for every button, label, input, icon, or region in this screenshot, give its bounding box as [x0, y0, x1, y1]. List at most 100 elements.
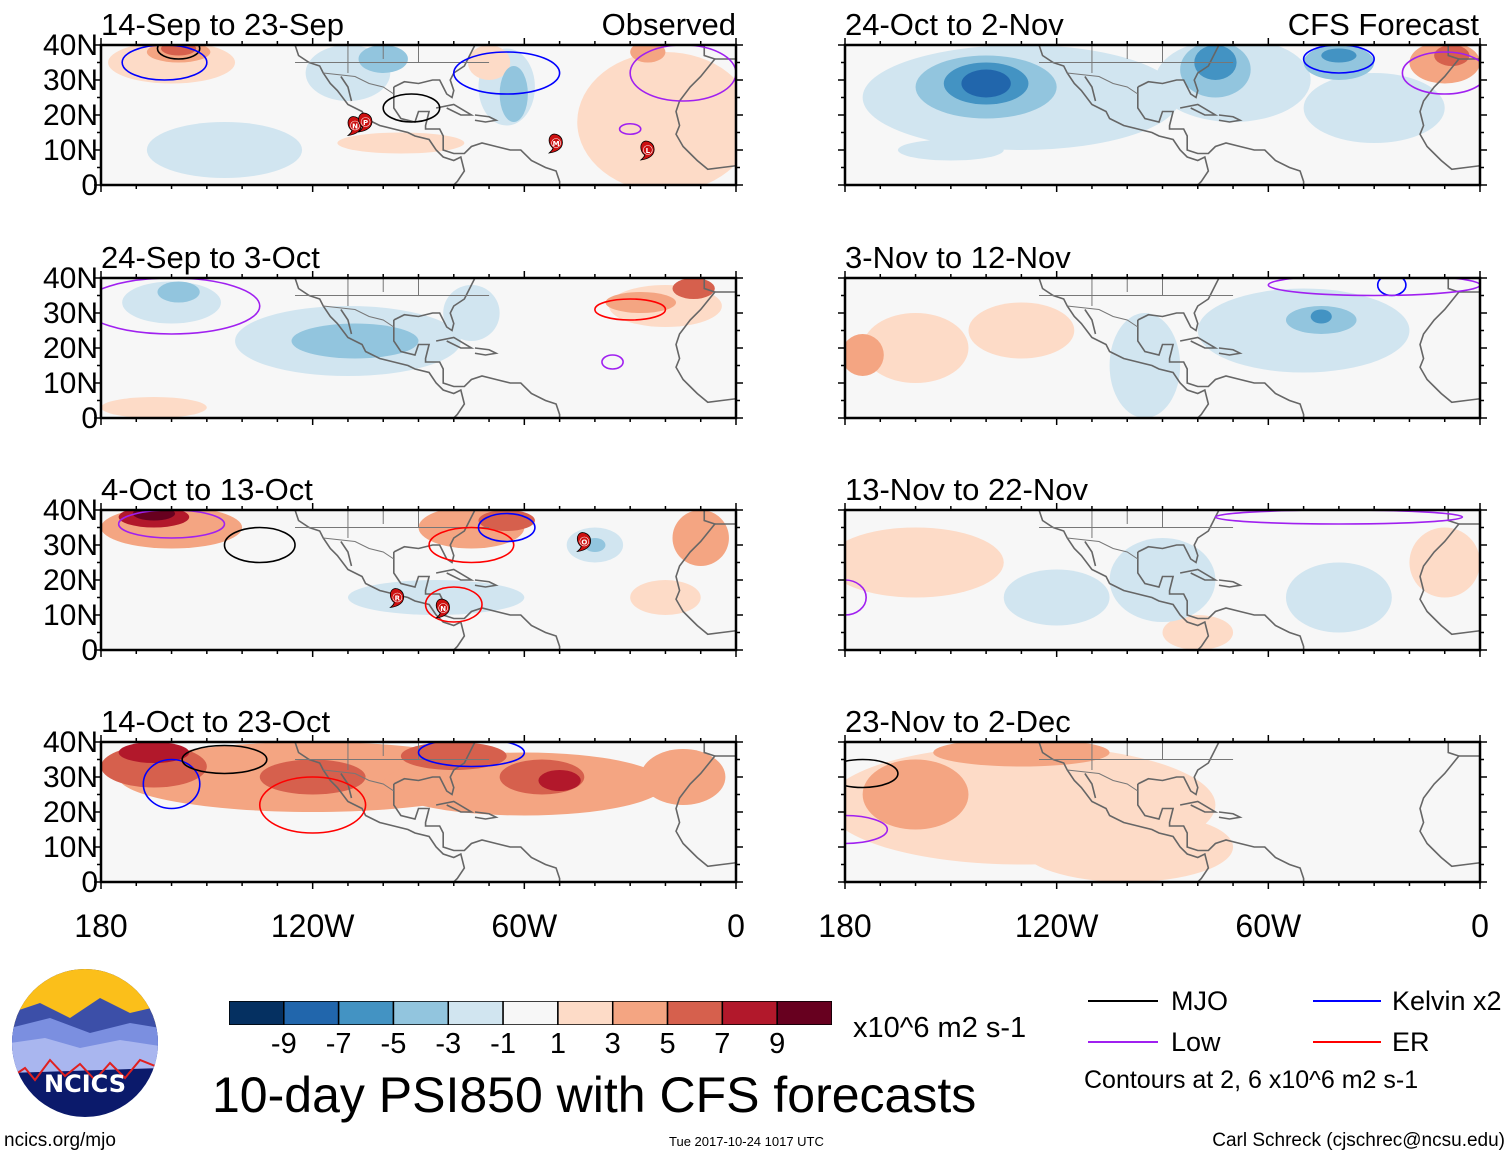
anomaly-shading — [443, 285, 500, 341]
coastline — [1179, 568, 1219, 581]
anomaly-shading — [118, 742, 190, 763]
contour-low — [1267, 278, 1480, 297]
contour-mjo — [845, 758, 899, 789]
coastline — [474, 114, 499, 123]
tropical-cyclone-icon: L — [639, 140, 655, 161]
lat-label: 0 — [81, 402, 98, 435]
ncics-logo: NCICS — [12, 969, 158, 1117]
coastline — [1458, 742, 1480, 757]
colorbar-swatch — [447, 1001, 504, 1025]
coastline — [714, 742, 736, 757]
contour-er — [424, 586, 483, 623]
contour-kelvin — [477, 512, 536, 543]
contour-er — [594, 298, 667, 321]
lat-label: 40N — [42, 29, 98, 62]
coastline — [1137, 278, 1220, 332]
coastline — [1137, 552, 1305, 650]
lat-label: 30N — [42, 64, 98, 97]
map-panel-3: R N O — [94, 503, 743, 657]
coastline — [474, 347, 499, 356]
legend-label-mjo: MJO — [1171, 986, 1228, 1016]
map-panel-2 — [94, 271, 743, 425]
coastline — [435, 800, 475, 813]
lat-label: 0 — [81, 169, 98, 202]
border — [1067, 537, 1139, 560]
coastline — [1137, 45, 1220, 99]
colorbar-tick-label: 5 — [659, 1028, 676, 1060]
tropical-cyclone-icon: N — [435, 598, 450, 619]
storm-name: N — [440, 605, 446, 613]
anomaly-shading — [157, 281, 200, 303]
lon-label: 180 — [818, 908, 872, 944]
coastline — [1218, 811, 1243, 820]
lon-label: 60W — [491, 908, 558, 944]
contour-low — [1214, 510, 1464, 525]
contour-mjo — [382, 93, 441, 123]
figure-title: 10-day PSI850 with CFS forecasts — [212, 1067, 977, 1123]
anomaly-shading — [961, 69, 1011, 98]
coastline — [294, 278, 466, 418]
coastline — [474, 811, 499, 820]
tropical-cyclone-icon: P — [357, 112, 373, 133]
panel-title: 24-Oct to 2-Nov — [845, 7, 1064, 42]
storm-name: L — [646, 147, 651, 155]
anomaly-shading — [640, 749, 726, 805]
coastline — [714, 278, 736, 293]
colorbar-tick-label: -1 — [490, 1028, 516, 1060]
contour-kelvin — [417, 742, 526, 768]
lat-label: 20N — [42, 796, 98, 829]
border — [323, 769, 395, 792]
panel-title: 14-Oct to 23-Oct — [101, 704, 331, 739]
lon-label: 0 — [727, 908, 745, 944]
lat-label: 40N — [42, 726, 98, 759]
colorbar-swatch — [283, 1001, 340, 1025]
lon-label: 0 — [1471, 908, 1489, 944]
storm-name: N — [352, 123, 358, 131]
storm-name: M — [553, 140, 560, 148]
panel-title: 23-Nov to 2-Dec — [845, 704, 1071, 739]
storm-name: P — [363, 119, 368, 127]
colorbar-tick-label: -9 — [270, 1028, 297, 1060]
coastline — [1458, 45, 1480, 60]
map-panel-8 — [838, 735, 1487, 889]
anomaly-shading — [672, 278, 715, 299]
anomaly-shading — [1310, 309, 1332, 324]
anomaly-shading — [101, 397, 207, 418]
anomaly-shading — [146, 122, 303, 178]
coastline — [340, 541, 353, 567]
legend-label-er: ER — [1392, 1027, 1430, 1057]
contour-mjo — [223, 526, 296, 564]
coastline — [1084, 541, 1097, 567]
contour-low — [117, 510, 226, 539]
lat-label: 0 — [81, 634, 98, 667]
contour-kelvin — [452, 51, 561, 95]
coastline — [1038, 742, 1210, 882]
colorbar-swatch — [557, 1001, 614, 1025]
coastline — [393, 784, 561, 882]
coastline — [1137, 510, 1220, 564]
colorbar-swatch — [776, 1001, 832, 1025]
panel-title: 24-Sep to 3-Oct — [101, 240, 320, 275]
coastline — [1179, 103, 1219, 116]
anomaly-shading — [862, 313, 969, 383]
coastline — [1218, 114, 1243, 123]
coastline — [1458, 510, 1480, 525]
colorbar-tick-label: -3 — [435, 1028, 462, 1060]
anomaly-shading — [337, 132, 465, 154]
contour-kelvin — [142, 758, 201, 810]
storm-name: O — [581, 539, 587, 547]
contour-low — [101, 278, 261, 335]
lon-label: 180 — [74, 908, 128, 944]
border — [323, 537, 395, 560]
lon-label: 120W — [270, 908, 355, 944]
coastline — [294, 45, 466, 185]
lat-label: 0 — [81, 866, 98, 899]
coastline — [393, 510, 476, 564]
contour-low — [601, 354, 624, 370]
legend-label-low: Low — [1171, 1027, 1221, 1057]
lat-label: 40N — [42, 262, 98, 295]
coastline — [294, 510, 466, 650]
border — [1067, 305, 1139, 328]
lat-label: 10N — [42, 134, 98, 167]
lat-label: 30N — [42, 297, 98, 330]
